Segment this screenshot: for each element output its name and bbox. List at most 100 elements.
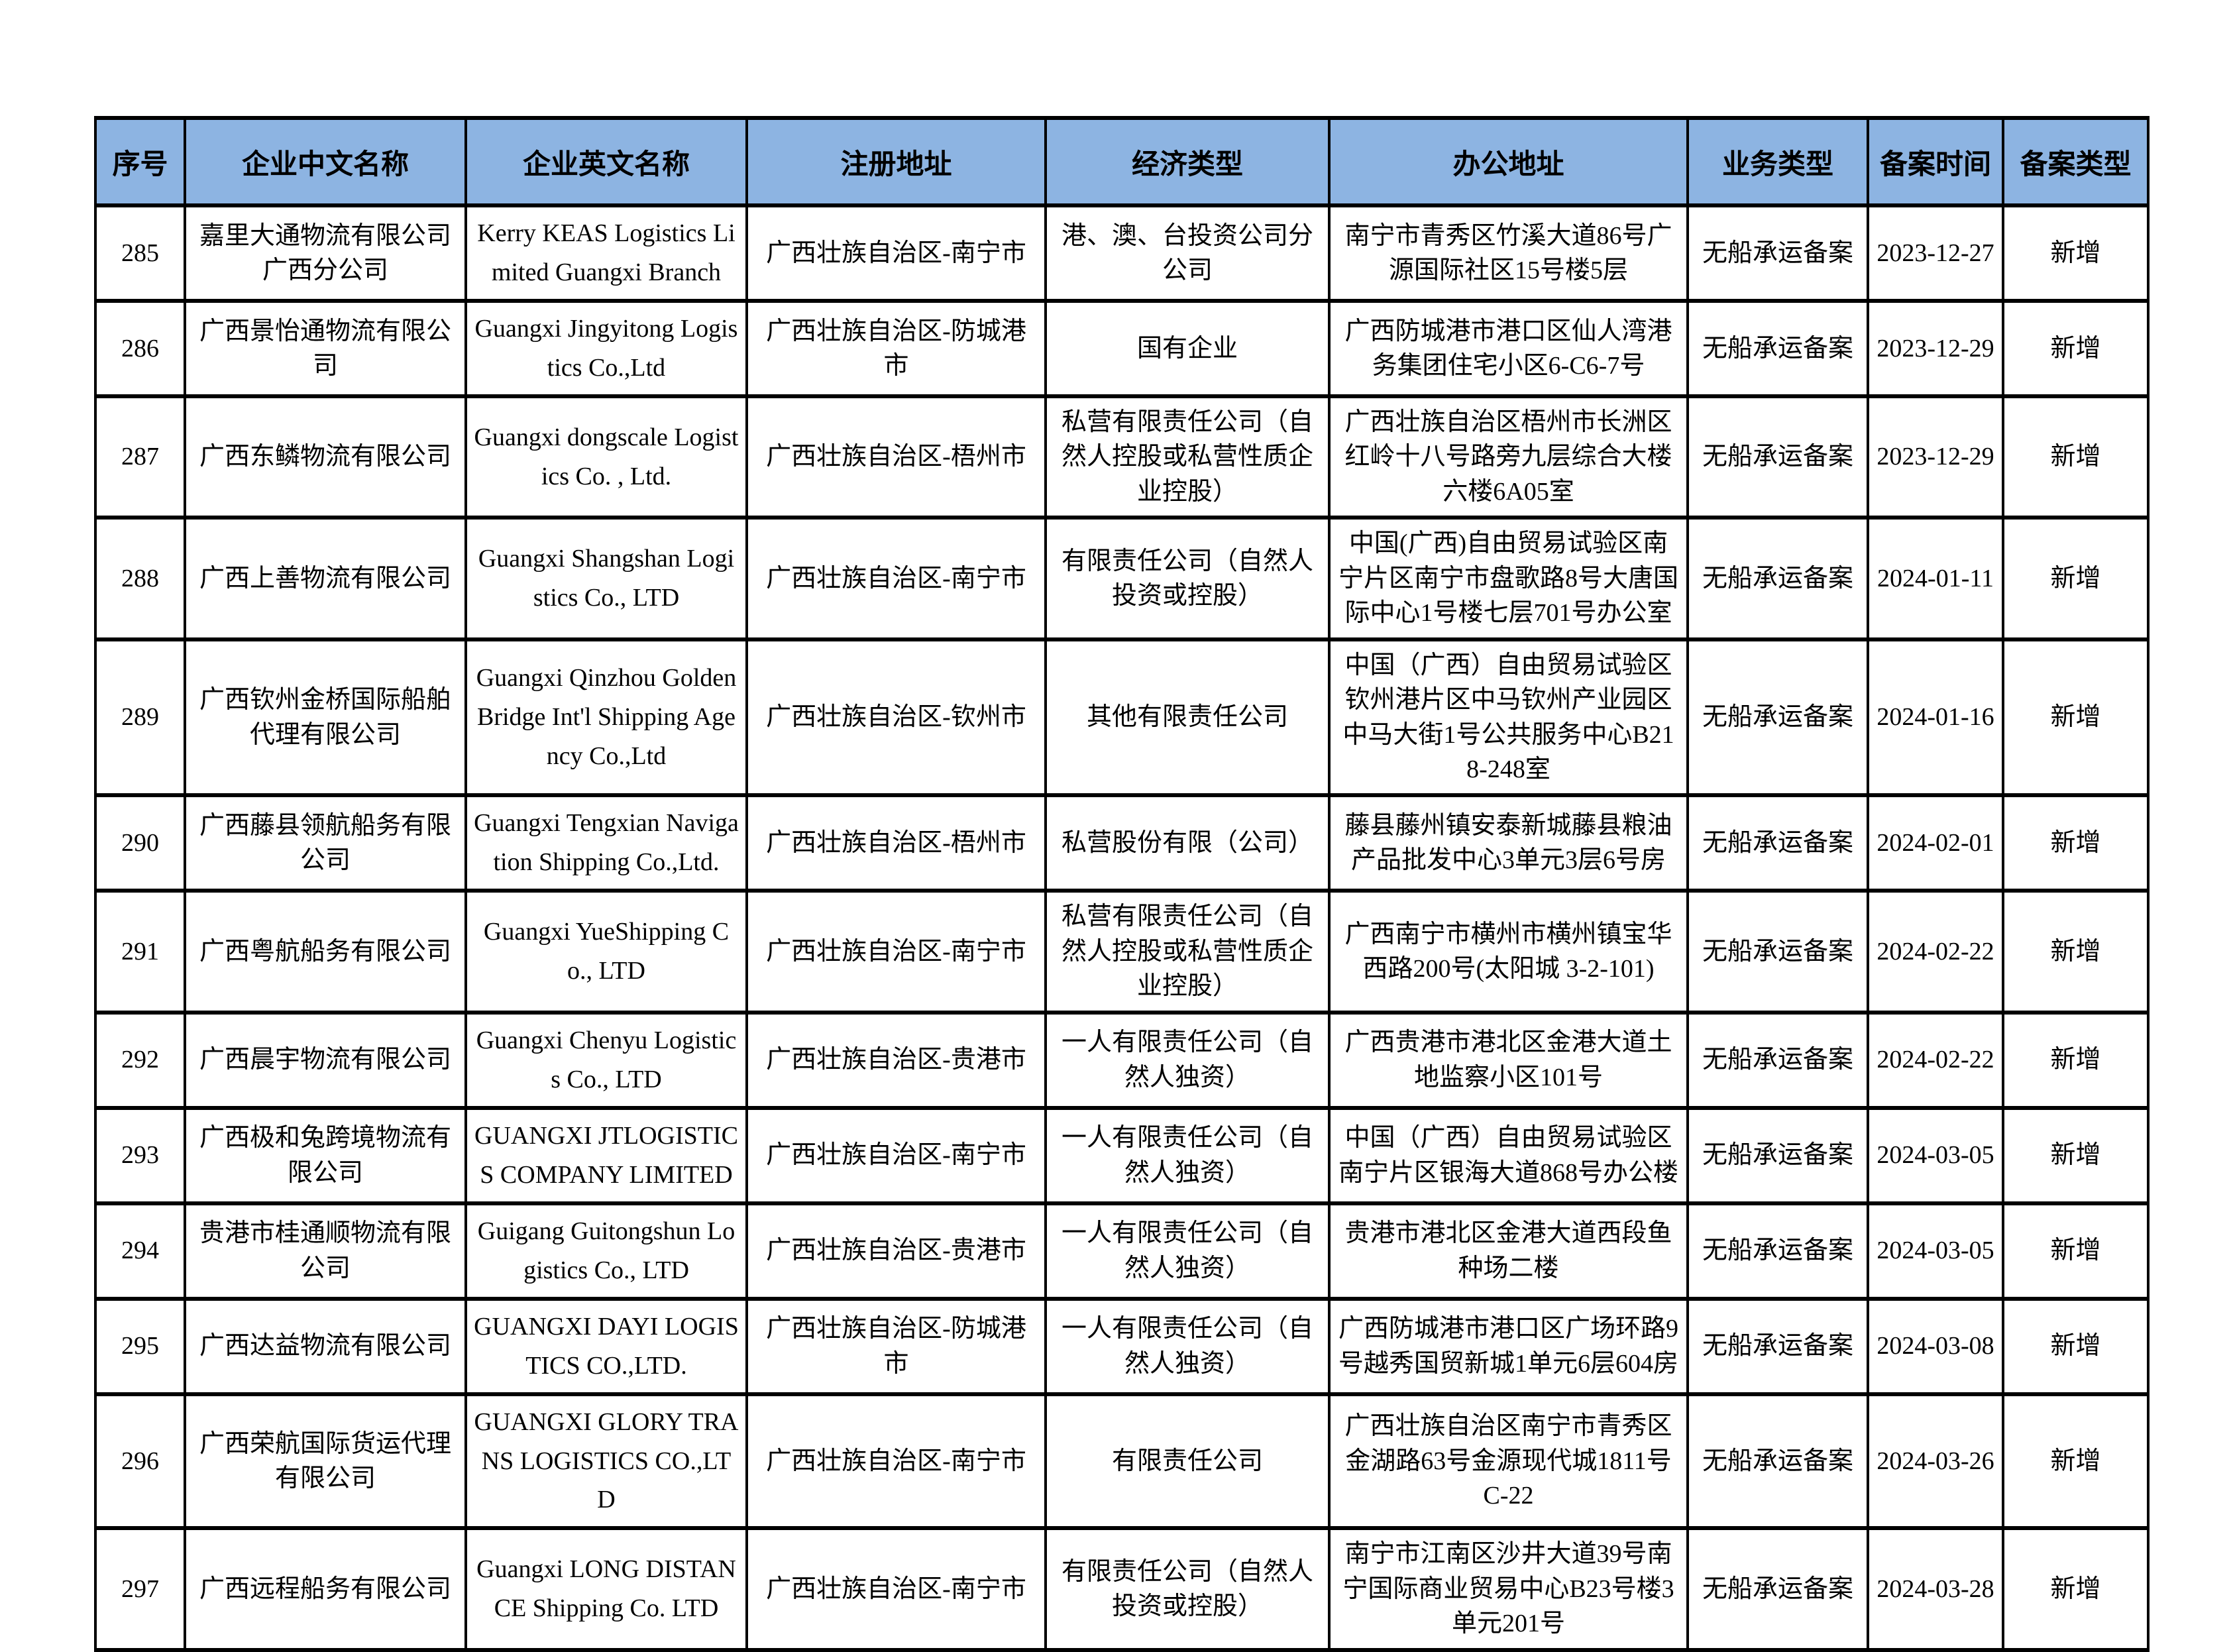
cell-registered-address: 广西壮族自治区-南宁市 — [745, 203, 1047, 303]
cell-serial-number: 296 — [94, 1392, 186, 1531]
cell-office-address: 广西壮族自治区梧州市长洲区红岭十八号路旁九层综合大楼六楼6A05室 — [1328, 394, 1689, 520]
cell-business-type: 无船承运备案 — [1686, 1105, 1869, 1205]
cell-filing-date: 2024-03-08 — [1867, 1296, 2004, 1396]
cell-company-name-cn: 嘉里大通物流有限公司广西分公司 — [184, 203, 467, 303]
cell-filing-date: 2024-03-05 — [1867, 1105, 2004, 1205]
col-header-company-name-en: 企业英文名称 — [464, 116, 748, 207]
cell-company-name-en: GUANGXI DAYI LOGISTICS CO.,LTD. — [464, 1296, 748, 1396]
cell-filing-type: 新增 — [2002, 1526, 2149, 1652]
cell-office-address: 广西壮族自治区南宁市青秀区金湖路63号金源现代城1811号C-22 — [1328, 1392, 1689, 1531]
cell-registered-address: 广西壮族自治区-防城港市 — [745, 299, 1047, 398]
col-header-filing-date: 备案时间 — [1867, 116, 2004, 207]
table-row: 296 广西荣航国际货运代理有限公司 GUANGXI GLORY TRANS L… — [94, 1392, 2149, 1531]
cell-registered-address: 广西壮族自治区-南宁市 — [745, 1105, 1047, 1205]
cell-business-type: 无船承运备案 — [1686, 516, 1869, 641]
table-row: 289 广西钦州金桥国际船舶代理有限公司 Guangxi Qinzhou Gol… — [94, 637, 2149, 798]
col-header-registered-address: 注册地址 — [745, 116, 1047, 207]
cell-registered-address: 广西壮族自治区-防城港市 — [745, 1296, 1047, 1396]
cell-filing-type: 新增 — [2002, 516, 2149, 641]
col-header-serial-number: 序号 — [94, 116, 186, 207]
cell-registered-address: 广西壮族自治区-梧州市 — [745, 793, 1047, 893]
cell-serial-number: 297 — [94, 1526, 186, 1652]
cell-filing-date: 2024-02-22 — [1867, 1010, 2004, 1110]
cell-serial-number: 293 — [94, 1105, 186, 1205]
cell-serial-number: 289 — [94, 637, 186, 798]
cell-company-name-en: Guangxi Tengxian Navigation Shipping Co.… — [464, 793, 748, 893]
cell-serial-number: 286 — [94, 299, 186, 398]
cell-economic-type: 一人有限责任公司（自然人独资） — [1044, 1296, 1331, 1396]
cell-company-name-cn: 广西东鳞物流有限公司 — [184, 394, 467, 520]
cell-company-name-en: Guangxi dongscale Logistics Co. , Ltd. — [464, 394, 748, 520]
cell-business-type: 无船承运备案 — [1686, 793, 1869, 893]
document-page: 序号 企业中文名称 企业英文名称 注册地址 经济类型 办公地址 业务类型 备案时… — [94, 116, 2149, 1652]
cell-company-name-en: Kerry KEAS Logistics Limited Guangxi Bra… — [464, 203, 748, 303]
cell-company-name-cn: 广西极和兔跨境物流有限公司 — [184, 1105, 467, 1205]
cell-serial-number: 294 — [94, 1201, 186, 1301]
table-row: 297 广西远程船务有限公司 Guangxi LONG DISTANCE Shi… — [94, 1526, 2149, 1652]
cell-filing-date: 2024-03-28 — [1867, 1526, 2004, 1652]
cell-filing-type: 新增 — [2002, 299, 2149, 398]
cell-company-name-en: Guangxi YueShipping Co., LTD — [464, 889, 748, 1015]
cell-serial-number: 291 — [94, 889, 186, 1015]
cell-business-type: 无船承运备案 — [1686, 1296, 1869, 1396]
cell-office-address: 中国（广西）自由贸易试验区钦州港片区中马钦州产业园区中马大街1号公共服务中心B2… — [1328, 637, 1689, 798]
cell-filing-date: 2024-02-01 — [1867, 793, 2004, 893]
cell-economic-type: 其他有限责任公司 — [1044, 637, 1331, 798]
col-header-economic-type: 经济类型 — [1044, 116, 1331, 207]
cell-serial-number: 287 — [94, 394, 186, 520]
cell-company-name-cn: 广西粤航船务有限公司 — [184, 889, 467, 1015]
cell-filing-date: 2024-01-11 — [1867, 516, 2004, 641]
cell-company-name-en: Guangxi Chenyu Logistics Co., LTD — [464, 1010, 748, 1110]
cell-filing-type: 新增 — [2002, 1392, 2149, 1531]
cell-business-type: 无船承运备案 — [1686, 299, 1869, 398]
cell-filing-type: 新增 — [2002, 1201, 2149, 1301]
cell-economic-type: 一人有限责任公司（自然人独资） — [1044, 1010, 1331, 1110]
cell-serial-number: 288 — [94, 516, 186, 641]
cell-serial-number: 292 — [94, 1010, 186, 1110]
cell-filing-date: 2024-01-16 — [1867, 637, 2004, 798]
cell-company-name-cn: 广西藤县领航船务有限公司 — [184, 793, 467, 893]
table-row: 288 广西上善物流有限公司 Guangxi Shangshan Logisti… — [94, 516, 2149, 641]
cell-registered-address: 广西壮族自治区-南宁市 — [745, 1392, 1047, 1531]
cell-company-name-en: Guigang Guitongshun Logistics Co., LTD — [464, 1201, 748, 1301]
cell-registered-address: 广西壮族自治区-贵港市 — [745, 1201, 1047, 1301]
cell-economic-type: 国有企业 — [1044, 299, 1331, 398]
cell-registered-address: 广西壮族自治区-南宁市 — [745, 889, 1047, 1015]
cell-office-address: 广西防城港市港口区仙人湾港务集团住宅小区6-C6-7号 — [1328, 299, 1689, 398]
cell-filing-type: 新增 — [2002, 1105, 2149, 1205]
cell-filing-date: 2024-02-22 — [1867, 889, 2004, 1015]
cell-filing-type: 新增 — [2002, 394, 2149, 520]
cell-economic-type: 私营股份有限（公司） — [1044, 793, 1331, 893]
cell-office-address: 中国（广西）自由贸易试验区南宁片区银海大道868号办公楼 — [1328, 1105, 1689, 1205]
cell-company-name-cn: 广西上善物流有限公司 — [184, 516, 467, 641]
cell-economic-type: 港、澳、台投资公司分公司 — [1044, 203, 1331, 303]
cell-company-name-cn: 广西晨宇物流有限公司 — [184, 1010, 467, 1110]
cell-filing-type: 新增 — [2002, 793, 2149, 893]
cell-office-address: 藤县藤州镇安泰新城藤县粮油产品批发中心3单元3层6号房 — [1328, 793, 1689, 893]
cell-serial-number: 290 — [94, 793, 186, 893]
cell-registered-address: 广西壮族自治区-南宁市 — [745, 1526, 1047, 1652]
cell-company-name-cn: 贵港市桂通顺物流有限公司 — [184, 1201, 467, 1301]
table-row: 286 广西景怡通物流有限公司 Guangxi Jingyitong Logis… — [94, 299, 2149, 398]
table-row: 285 嘉里大通物流有限公司广西分公司 Kerry KEAS Logistics… — [94, 203, 2149, 303]
cell-company-name-cn: 广西荣航国际货运代理有限公司 — [184, 1392, 467, 1531]
table-row: 287 广西东鳞物流有限公司 Guangxi dongscale Logisti… — [94, 394, 2149, 520]
col-header-business-type: 业务类型 — [1686, 116, 1869, 207]
cell-office-address: 广西防城港市港口区广场环路9号越秀国贸新城1单元6层604房 — [1328, 1296, 1689, 1396]
cell-economic-type: 有限责任公司（自然人投资或控股） — [1044, 516, 1331, 641]
cell-company-name-en: Guangxi Shangshan Logistics Co., LTD — [464, 516, 748, 641]
cell-economic-type: 一人有限责任公司（自然人独资） — [1044, 1201, 1331, 1301]
cell-business-type: 无船承运备案 — [1686, 1392, 1869, 1531]
cell-economic-type: 私营有限责任公司（自然人控股或私营性质企业控股） — [1044, 394, 1331, 520]
cell-filing-type: 新增 — [2002, 203, 2149, 303]
cell-company-name-en: GUANGXI JTLOGISTICS COMPANY LIMITED — [464, 1105, 748, 1205]
cell-economic-type: 一人有限责任公司（自然人独资） — [1044, 1105, 1331, 1205]
cell-company-name-cn: 广西景怡通物流有限公司 — [184, 299, 467, 398]
cell-business-type: 无船承运备案 — [1686, 637, 1869, 798]
cell-filing-type: 新增 — [2002, 1010, 2149, 1110]
cell-business-type: 无船承运备案 — [1686, 1201, 1869, 1301]
cell-company-name-en: Guangxi LONG DISTANCE Shipping Co. LTD — [464, 1526, 748, 1652]
cell-office-address: 贵港市港北区金港大道西段鱼种场二楼 — [1328, 1201, 1689, 1301]
cell-business-type: 无船承运备案 — [1686, 1526, 1869, 1652]
cell-registered-address: 广西壮族自治区-贵港市 — [745, 1010, 1047, 1110]
